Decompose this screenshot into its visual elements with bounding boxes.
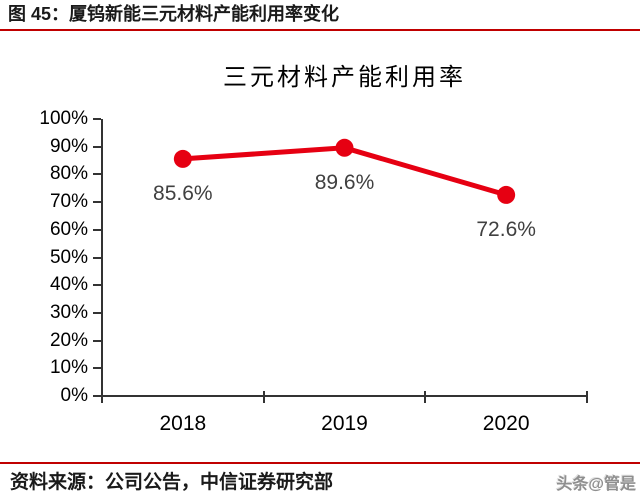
watermark: 头条@管是: [556, 476, 636, 493]
y-tick-label: 0%: [60, 385, 88, 406]
y-tick-label: 70%: [49, 191, 88, 213]
y-tick-label: 30%: [49, 301, 88, 323]
data-point-marker: [497, 185, 516, 204]
y-tick-mark: [93, 228, 101, 231]
y-tick-label: 90%: [49, 135, 88, 157]
y-tick-mark: [93, 395, 101, 397]
y-tick-mark: [93, 145, 101, 148]
data-point-marker: [335, 138, 354, 157]
y-tick-label: 50%: [49, 246, 88, 268]
y-tick-label: 20%: [49, 329, 88, 351]
bottom-divider: [0, 462, 640, 464]
y-tick-label: 60%: [49, 218, 88, 240]
x-tick-mark: [262, 391, 265, 403]
y-axis-line: [101, 119, 103, 403]
x-axis-label: 2019: [321, 412, 368, 435]
y-tick-mark: [93, 367, 101, 370]
y-tick-mark: [93, 173, 101, 176]
chart-title: 三元材料产能利用率: [223, 64, 466, 91]
x-axis-line: [101, 395, 588, 397]
y-tick-mark: [93, 311, 101, 314]
x-axis-label: 2018: [159, 412, 207, 435]
source-text: 资料来源：公司公告，中信证券研究部: [10, 472, 334, 493]
y-tick-mark: [93, 339, 101, 342]
y-tick-mark: [93, 256, 101, 259]
y-tick-mark: [93, 201, 101, 204]
data-point-label: 72.6%: [476, 217, 536, 241]
y-tick-label: 80%: [49, 163, 88, 185]
figure-caption: 图 45：厦钨新能三元材料产能利用率变化: [8, 4, 340, 24]
x-axis-label: 2020: [482, 412, 530, 435]
y-tick-label: 100%: [39, 108, 88, 129]
y-tick-label: 40%: [49, 274, 88, 296]
y-tick-label: 10%: [49, 357, 88, 379]
data-point-marker: [173, 149, 192, 168]
data-point-label: 85.6%: [153, 181, 213, 205]
x-tick-mark: [586, 391, 588, 403]
y-tick-mark: [93, 284, 101, 287]
x-tick-mark: [424, 391, 427, 403]
y-tick-mark: [93, 118, 101, 120]
top-divider: [0, 29, 640, 31]
data-point-label: 89.6%: [314, 170, 375, 194]
